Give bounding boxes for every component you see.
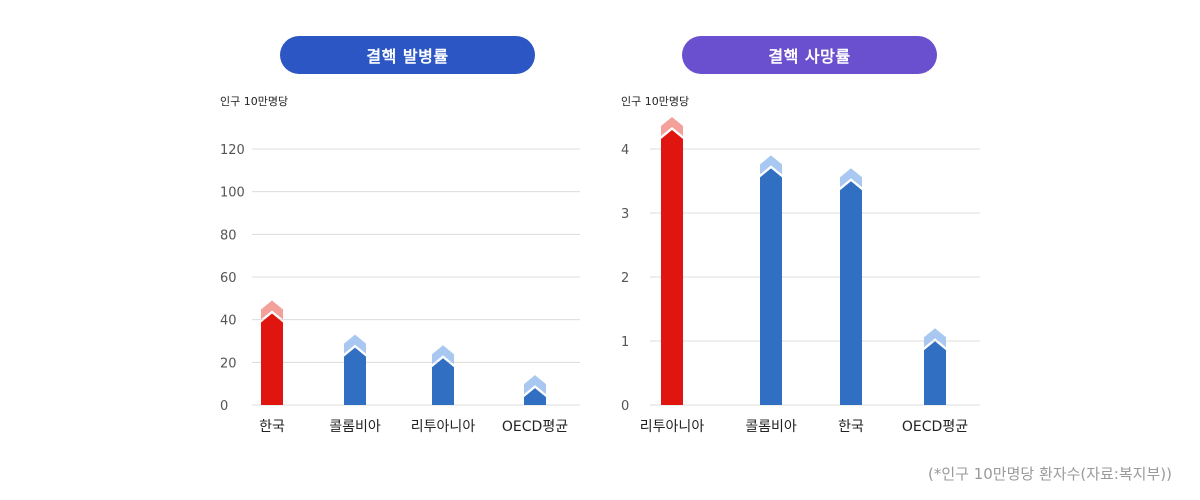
mortality-category-label: 콜롬비아	[745, 419, 797, 435]
incidence-y-tick-label: 120	[220, 143, 245, 158]
mortality-bar	[840, 181, 862, 405]
incidence-y-tick-label: 0	[220, 399, 228, 414]
incidence-unit-label: 인구 10만명당	[220, 95, 289, 108]
mortality-chart: 0 1 2 3 4 리투아니아 콜롬비아 한국 OECD평균	[621, 117, 980, 435]
mortality-title-pill: 결핵 사망률	[682, 36, 937, 74]
mortality-bar	[760, 168, 782, 405]
incidence-bar-tip	[344, 334, 366, 354]
incidence-chart: 0 20 40 60 80 100 120 한국 콜롬비아 리투아니아 OECD평균	[220, 143, 580, 435]
mortality-bar-tip	[661, 117, 683, 136]
incidence-category-label: 한국	[259, 419, 285, 435]
incidence-category-label: OECD평균	[502, 419, 568, 435]
incidence-title: 결핵 발병률	[366, 47, 449, 66]
incidence-title-pill: 결핵 발병률	[280, 36, 535, 74]
mortality-category-label: 한국	[838, 419, 864, 435]
mortality-bar	[924, 341, 946, 405]
incidence-bar	[261, 313, 283, 405]
mortality-y-tick-label: 3	[621, 207, 629, 222]
incidence-y-tick-label: 100	[220, 186, 245, 201]
incidence-bar-tip	[432, 345, 454, 365]
incidence-bar	[344, 347, 366, 405]
mortality-title: 결핵 사망률	[768, 47, 851, 66]
mortality-unit-label: 인구 10만명당	[621, 95, 690, 108]
source-footnote: (*인구 10만명당 환자수(자료:복지부))	[928, 465, 1172, 483]
incidence-bar-tip	[261, 300, 283, 320]
mortality-category-label: OECD평균	[902, 419, 968, 435]
incidence-y-tick-label: 60	[220, 271, 237, 286]
mortality-bar-tip	[924, 328, 946, 348]
incidence-bar	[432, 358, 454, 405]
mortality-bar-tip	[840, 168, 862, 188]
incidence-bar	[524, 388, 546, 405]
mortality-y-tick-label: 2	[621, 271, 629, 286]
incidence-category-label: 콜롬비아	[329, 419, 381, 435]
incidence-y-tick-label: 40	[220, 314, 237, 329]
mortality-y-tick-label: 4	[621, 143, 629, 158]
mortality-bar-tip	[760, 155, 782, 175]
mortality-category-label: 리투아니아	[640, 419, 705, 435]
incidence-bar-tip	[524, 375, 546, 395]
mortality-bar	[661, 130, 683, 405]
incidence-category-label: 리투아니아	[411, 419, 476, 435]
incidence-y-tick-label: 80	[220, 228, 237, 243]
incidence-y-tick-label: 20	[220, 356, 237, 371]
mortality-y-tick-label: 1	[621, 335, 629, 350]
mortality-y-tick-label: 0	[621, 399, 629, 414]
